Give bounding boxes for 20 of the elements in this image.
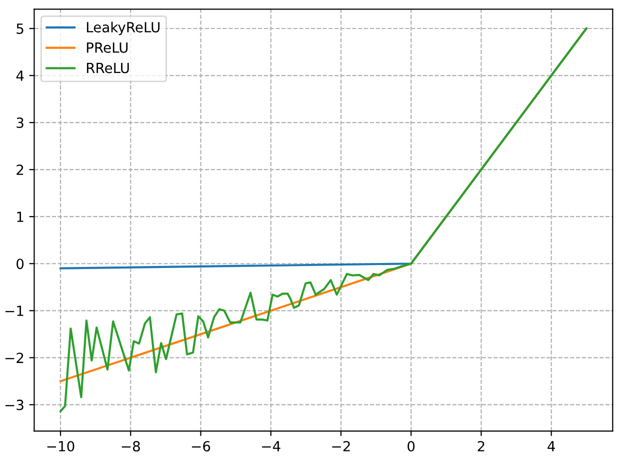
y-tick-label: 4 <box>16 70 24 81</box>
legend-label: RReLU <box>86 62 129 74</box>
x-tick-label: −4 <box>262 441 280 452</box>
y-tick-label: −1 <box>5 306 24 316</box>
y-tick-label: 1 <box>17 212 24 222</box>
x-tick-label: 0 <box>408 441 415 452</box>
x-tick-label: −10 <box>47 441 74 452</box>
y-tick-label: −2 <box>5 352 24 363</box>
y-tick-label: −3 <box>5 400 24 410</box>
legend-label: LeakyReLU <box>86 22 160 36</box>
x-tick-label: −2 <box>332 441 350 452</box>
y-tick-label: 2 <box>16 164 24 175</box>
x-tick-label: −8 <box>122 441 140 452</box>
y-tick-label: 5 <box>16 24 24 34</box>
x-tick-label: −6 <box>192 441 210 452</box>
legend-label: PReLU <box>86 42 128 53</box>
y-tick-label: 0 <box>16 258 24 270</box>
y-tick-label: 3 <box>16 118 24 128</box>
x-tick-label: 4 <box>548 441 555 452</box>
x-tick-label: 2 <box>478 441 484 452</box>
